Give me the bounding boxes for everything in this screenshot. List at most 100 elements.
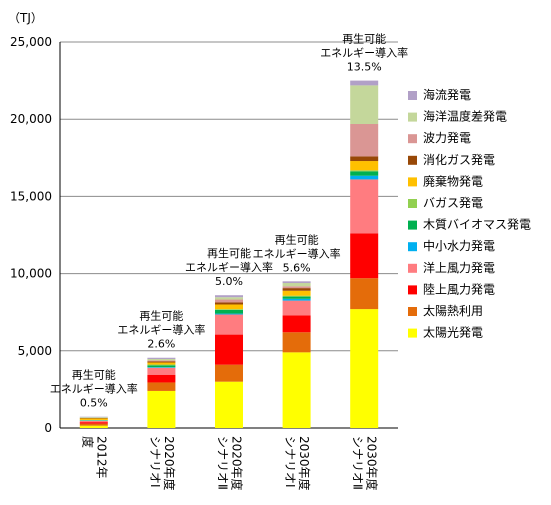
bar-segment (79, 423, 108, 426)
category-label: 2020年度 (162, 436, 177, 491)
bar-segment (350, 85, 379, 124)
legend-swatch (408, 112, 417, 122)
legend-label: 消化ガス発電 (423, 153, 495, 167)
annotation-title: 再生可能 (342, 32, 386, 46)
annotation-value: 5.6% (283, 261, 311, 274)
bar-segment (215, 313, 243, 315)
category-label: シナリオⅠ (148, 436, 162, 488)
bar-segment (350, 170, 379, 172)
bar-segment (282, 283, 311, 287)
legend-swatch (408, 285, 417, 295)
legend-swatch (408, 177, 417, 187)
annotation-title: 再生可能 (207, 246, 251, 260)
legend-swatch (408, 328, 417, 338)
bar-segment (147, 374, 176, 383)
bar-segment (282, 296, 311, 299)
bar-segment (282, 352, 311, 428)
annotation-value: 0.5% (80, 397, 108, 410)
legend-label: バガス発電 (423, 196, 483, 210)
bar-segment (282, 286, 311, 289)
legend-label: 木質バイオマス発電 (423, 217, 531, 232)
annotation-subtitle: エネルギー導入率 (117, 323, 205, 337)
bar-segment (350, 233, 379, 279)
bar-segment (282, 288, 311, 291)
bar-segment (147, 367, 176, 368)
category-label: 2030年度 (365, 436, 380, 491)
bar-segment (147, 357, 176, 359)
bar-segment (215, 334, 243, 365)
y-tick-label: 5,000 (18, 344, 52, 358)
bar-segment (350, 80, 379, 86)
bar-annotations: 再生可能エネルギー導入率0.5%再生可能エネルギー導入率2.6%再生可能エネルギ… (50, 32, 408, 410)
y-tick-label: 10,000 (10, 267, 52, 281)
category-label: 2012年 (94, 436, 108, 479)
bar-segment (350, 278, 379, 310)
y-tick-label: 15,000 (10, 189, 52, 203)
legend-label: 太陽光発電 (423, 325, 483, 340)
annotation-value: 2.6% (147, 338, 175, 351)
bars (79, 80, 379, 428)
bar-segment (147, 367, 176, 375)
annotation-title: 再生可能 (72, 368, 116, 382)
bar-segment (215, 302, 243, 305)
annotation-subtitle: エネルギー導入率 (50, 382, 138, 396)
legend-swatch (408, 155, 417, 165)
annotation-title: 再生可能 (275, 232, 319, 246)
bar-segment (350, 179, 379, 234)
bar-segment (282, 290, 311, 296)
bar-segment (282, 315, 311, 333)
category-label: シナリオⅠ (283, 436, 297, 488)
legend-swatch (408, 91, 417, 100)
bar-segment (147, 390, 176, 428)
y-axis-ticks: 0 5,000 10,000 15,000 20,000 25,000 (10, 35, 52, 435)
bar-segment (147, 364, 176, 366)
category-label: 2020年度 (230, 436, 245, 491)
category-label: 2030年度 (297, 436, 312, 491)
bar-segment (147, 360, 176, 362)
legend-swatch (408, 263, 417, 273)
bar-segment (282, 332, 311, 353)
legend-swatch (408, 199, 417, 208)
bar-segment (79, 420, 108, 423)
bar-segment (147, 358, 176, 361)
bar-segment (79, 422, 108, 424)
y-axis-unit-label: （TJ） (8, 11, 43, 25)
legend-swatch (408, 307, 417, 316)
annotation-subtitle: エネルギー導入率 (185, 260, 273, 274)
y-tick-label: 0 (44, 421, 52, 435)
bar-segment (79, 418, 108, 420)
bar-segment (79, 425, 108, 428)
bar-segment (282, 298, 311, 301)
category-label: シナリオⅡ (216, 436, 230, 490)
legend-label: 太陽熱利用 (423, 303, 483, 318)
legend: 海流発電海洋温度差発電波力発電消化ガス発電廃棄物発電バガス発電木質バイオマス発電… (408, 87, 531, 340)
bar-segment (215, 309, 243, 314)
annotation-value: 5.0% (215, 275, 243, 288)
bar-segment (282, 300, 311, 316)
bar-segment (215, 364, 243, 382)
bar-segment (215, 304, 243, 310)
bar-segment (350, 309, 379, 428)
legend-swatch (408, 220, 417, 230)
legend-label: 中小水力発電 (423, 238, 495, 253)
annotation-value: 13.5% (347, 61, 382, 74)
bar-segment (215, 314, 243, 335)
bar-segment (79, 417, 108, 418)
legend-label: 陸上風力発電 (423, 282, 495, 296)
bar-segment (350, 171, 379, 176)
y-tick-label: 20,000 (10, 112, 52, 126)
legend-label: 洋上風力発電 (423, 260, 495, 275)
bar-segment (215, 299, 243, 303)
legend-swatch (408, 134, 417, 144)
bar-segment (215, 297, 243, 300)
gridlines (59, 41, 398, 429)
bar-segment (147, 362, 176, 365)
bar-segment (215, 295, 243, 298)
bar-segment (215, 381, 243, 428)
legend-label: 海流発電 (423, 87, 471, 102)
bar-segment (282, 295, 311, 297)
y-tick-label: 25,000 (10, 35, 52, 49)
bar-segment (147, 361, 176, 363)
